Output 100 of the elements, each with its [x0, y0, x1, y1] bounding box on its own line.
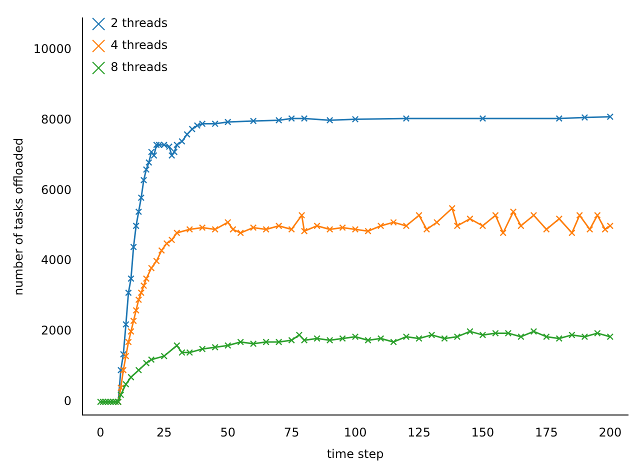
point: [339, 224, 346, 232]
point: [479, 115, 486, 122]
x-tick-label: 175: [534, 426, 558, 440]
point: [122, 320, 130, 328]
point: [128, 275, 134, 282]
point: [237, 229, 244, 236]
point: [153, 258, 160, 264]
x-tick-label: 125: [408, 426, 430, 440]
point: [402, 333, 410, 340]
point: [300, 115, 308, 122]
point: [186, 226, 194, 233]
point: [275, 338, 282, 346]
point: [288, 226, 295, 233]
point: [132, 306, 140, 314]
point: [326, 116, 334, 124]
point: [504, 330, 512, 337]
point: [433, 218, 440, 226]
x-tick-label: 25: [156, 426, 172, 440]
point: [160, 352, 168, 360]
point: [153, 141, 160, 148]
point: [150, 152, 158, 159]
point: [160, 141, 168, 148]
point: [128, 374, 134, 381]
point: [275, 222, 282, 230]
point: [130, 244, 137, 250]
point: [492, 330, 499, 337]
point: [178, 349, 186, 356]
point: [102, 398, 109, 406]
point: [300, 336, 308, 344]
point: [543, 226, 550, 233]
point: [194, 122, 201, 129]
point: [390, 218, 397, 226]
point: [168, 152, 176, 159]
x-axis-title: time step: [326, 446, 384, 461]
point: [594, 330, 601, 337]
point: [416, 335, 422, 342]
point: [125, 289, 132, 296]
point: [500, 229, 507, 236]
point: [298, 212, 306, 219]
point: [556, 115, 563, 122]
point: [130, 317, 137, 324]
point: [250, 118, 257, 124]
y-tick-label: 4000: [41, 253, 72, 268]
point: [586, 226, 594, 233]
point: [300, 228, 308, 235]
point: [288, 115, 295, 122]
y-tick-label: 10000: [33, 42, 72, 56]
point: [556, 215, 563, 222]
point: [576, 212, 584, 219]
point: [198, 346, 206, 352]
point: [128, 328, 134, 335]
point: [112, 398, 120, 406]
point: [107, 398, 114, 406]
point: [543, 333, 550, 340]
point: [237, 338, 244, 346]
point: [262, 226, 270, 233]
x-tick-label: 200: [598, 426, 622, 440]
point: [250, 224, 257, 232]
point: [606, 222, 614, 230]
point: [377, 222, 384, 230]
point: [148, 264, 155, 272]
point: [352, 226, 359, 233]
point: [518, 333, 524, 340]
point: [518, 222, 524, 230]
point: [479, 222, 486, 230]
x-tick-label: 150: [471, 426, 494, 440]
y-tick-label: 6000: [41, 182, 72, 197]
point: [122, 352, 130, 360]
point: [326, 336, 334, 344]
point: [428, 332, 436, 338]
point: [466, 215, 474, 222]
point: [479, 332, 486, 338]
point: [602, 226, 608, 233]
point: [262, 338, 270, 346]
point: [140, 176, 148, 184]
point: [188, 126, 196, 132]
point: [416, 212, 422, 219]
point: [288, 336, 295, 344]
point: [158, 247, 166, 254]
point: [402, 222, 410, 230]
point: [117, 366, 124, 374]
point: [142, 360, 150, 367]
point: [135, 366, 142, 374]
point: [530, 328, 538, 335]
point: [120, 350, 127, 358]
point: [466, 328, 474, 335]
point: [212, 120, 219, 128]
point: [173, 342, 180, 349]
point: [594, 212, 601, 219]
point: [125, 338, 132, 346]
point: [135, 208, 142, 216]
point: [510, 208, 517, 216]
point: [448, 204, 456, 212]
x-tick-label: 50: [220, 426, 236, 440]
point: [212, 344, 219, 351]
point: [352, 116, 359, 123]
legend-label: 4 threads: [110, 38, 168, 52]
point: [198, 120, 206, 128]
point: [339, 335, 346, 342]
point: [148, 356, 155, 364]
